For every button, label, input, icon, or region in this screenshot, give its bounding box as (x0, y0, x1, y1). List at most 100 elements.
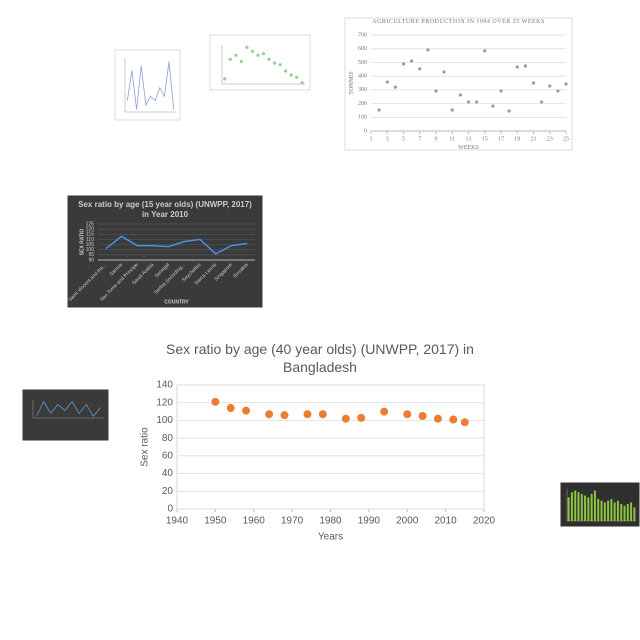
data-point (267, 57, 271, 61)
bar (613, 502, 616, 521)
x-tick-label: 1 (370, 136, 373, 142)
chart-background (209, 34, 311, 91)
data-point (211, 397, 220, 406)
data-point (245, 45, 249, 49)
data-point (450, 108, 454, 112)
data-point (491, 104, 495, 108)
chart-background (149, 337, 491, 549)
x-tick-label: 1960 (243, 516, 266, 527)
data-point (250, 49, 255, 53)
x-tick-label: 1970 (281, 516, 304, 527)
x-tick-label: 2010 (435, 516, 458, 527)
data-point (523, 64, 527, 68)
bar (603, 502, 606, 521)
y-tick-label: 200 (358, 101, 367, 107)
data-point (223, 77, 227, 81)
data-point (403, 410, 412, 419)
data-point (380, 407, 389, 416)
x-tick-label: 25 (563, 136, 569, 142)
y-tick-label: 80 (162, 433, 174, 444)
data-line (105, 235, 248, 255)
data-line (126, 61, 175, 110)
data-point (242, 406, 251, 415)
data-point (507, 109, 511, 113)
chart-title: Sex ratio by age (40 year olds) (UNWPP, … (166, 341, 474, 376)
data-point (385, 80, 389, 84)
bar (623, 505, 626, 521)
x-tick-label: 1950 (204, 516, 227, 527)
bar (626, 504, 629, 521)
data-point (393, 85, 397, 89)
data-point (401, 62, 406, 66)
x-axis-label: WEEKS (458, 145, 479, 151)
bar (587, 497, 590, 521)
data-point (341, 414, 350, 423)
y-tick-label: 100 (156, 415, 173, 426)
data-point (531, 81, 536, 85)
bar (590, 493, 593, 521)
data-point (540, 100, 544, 104)
x-tick-label: 1980 (319, 516, 342, 527)
y-tick-label: 400 (358, 74, 367, 80)
bar (607, 500, 610, 521)
bar (580, 493, 583, 521)
data-point (515, 65, 519, 69)
data-point (300, 81, 304, 85)
x-axis-label: Years (318, 532, 343, 543)
bar (633, 507, 636, 521)
data-point (265, 410, 274, 419)
y-tick-label: 120 (156, 397, 173, 408)
data-point (280, 411, 289, 420)
x-tick-label: 21 (531, 136, 537, 142)
data-point (284, 69, 288, 73)
data-point (357, 413, 366, 422)
chart-background (344, 17, 573, 151)
x-tick-label: 19 (514, 136, 520, 142)
y-axis-label: SEX RATIO (79, 229, 85, 256)
x-tick-label: 2020 (473, 516, 496, 527)
data-point (418, 412, 427, 420)
data-point (442, 70, 446, 74)
x-axis-label: COUNTRY (164, 299, 189, 305)
y-tick-label: 500 (358, 60, 367, 66)
y-axis-label: Sex ratio (140, 427, 151, 467)
y-tick-label: 0 (364, 128, 367, 134)
bar (597, 498, 600, 521)
y-tick-label: 300 (358, 87, 367, 93)
x-tick-label: 23 (547, 136, 553, 142)
y-tick-label: 60 (162, 450, 174, 461)
data-point (272, 61, 277, 65)
y-tick-label: 140 (156, 380, 173, 391)
data-point (564, 82, 568, 86)
data-point (256, 53, 260, 57)
y-tick-label: 120 (86, 226, 95, 232)
x-tick-label: 17 (498, 136, 504, 142)
data-point (466, 100, 471, 104)
y-tick-label: 105 (86, 242, 95, 248)
data-point (295, 75, 299, 79)
chart-title: Sex ratio by age (15 year olds) (UNWPP, … (78, 200, 252, 220)
data-point (449, 415, 458, 424)
data-point (377, 108, 381, 112)
data-point (239, 59, 243, 64)
bar (616, 500, 619, 521)
y-tick-label: 110 (86, 237, 94, 243)
y-tick-label: 0 (167, 504, 173, 515)
x-tick-label: 9 (435, 136, 438, 142)
data-point (228, 57, 232, 61)
x-tick-label: 1940 (166, 516, 189, 527)
data-point (434, 89, 438, 93)
y-tick-label: 90 (88, 257, 94, 263)
data-point (226, 404, 235, 413)
data-point (418, 67, 422, 71)
data-point (426, 48, 430, 52)
data-point (303, 410, 312, 419)
bar (610, 498, 613, 521)
data-line (36, 400, 101, 417)
x-tick-label: 5 (402, 136, 405, 142)
bar (567, 497, 570, 521)
x-tick-label: 1990 (358, 516, 381, 527)
data-point (278, 63, 282, 67)
chart-background (560, 482, 640, 527)
